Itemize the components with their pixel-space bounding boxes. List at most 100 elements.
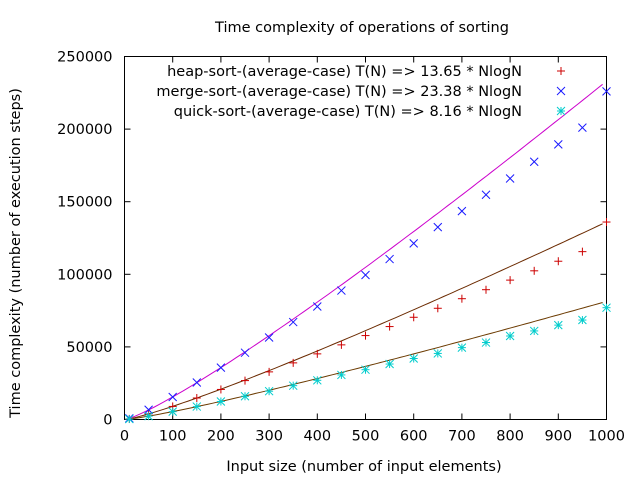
- marker-stroke: [481, 190, 491, 200]
- marker-stroke: [578, 123, 587, 133]
- data-point-series-2: [192, 402, 202, 411]
- fit-curve: [125, 302, 603, 420]
- data-point-series-2: [361, 365, 370, 375]
- y-tick-label: 200000: [57, 122, 112, 138]
- y-tick-label: 100000: [57, 267, 112, 283]
- data-point-series-2: [288, 381, 298, 391]
- data-point-series-1: [264, 333, 274, 342]
- data-point-series-1: [529, 157, 539, 167]
- data-point-series-2: [529, 326, 539, 336]
- x-tick-label: 400: [303, 429, 331, 445]
- data-point-series-1: [553, 139, 563, 149]
- marker-stroke: [505, 174, 515, 183]
- y-axis-title: Time complexity (number of execution ste…: [8, 88, 24, 419]
- marker-stroke: [337, 370, 346, 380]
- x-tick-label: 1000: [588, 429, 625, 445]
- marker-stroke: [602, 86, 611, 96]
- data-point-series-1: [361, 270, 370, 280]
- marker-stroke: [337, 286, 346, 295]
- data-point-series-1: [288, 317, 298, 327]
- marker-stroke: [578, 315, 587, 325]
- marker-stroke: [602, 303, 611, 313]
- fit-curves: [125, 83, 603, 420]
- y-tick-label: 250000: [57, 50, 112, 66]
- data-point-series-2: [553, 320, 563, 330]
- marker-stroke: [433, 222, 443, 232]
- y-tick-label: 150000: [57, 195, 112, 211]
- x-tick-label: 700: [448, 429, 476, 445]
- marker-stroke: [385, 359, 394, 369]
- marker-stroke: [556, 106, 566, 116]
- marker-stroke: [409, 239, 419, 248]
- data-point-series-1: [168, 392, 178, 402]
- marker-stroke: [553, 139, 563, 149]
- x-tick-label: 0: [120, 429, 129, 445]
- x-tick-label: 600: [400, 429, 428, 445]
- legend-marker: [556, 106, 566, 116]
- data-point-series-2: [505, 331, 515, 341]
- marker-stroke: [124, 414, 134, 424]
- marker-stroke: [192, 378, 202, 387]
- data-point-series-2: [433, 349, 443, 358]
- data-point-series-2: [240, 391, 250, 401]
- data-point-series-2: [602, 303, 611, 313]
- marker-stroke: [529, 326, 539, 336]
- data-point-series-2: [578, 315, 587, 325]
- data-point-series-1: [602, 86, 611, 96]
- marker-stroke: [168, 407, 178, 417]
- data-point-series-0: [530, 266, 539, 275]
- data-point-series-0: [602, 218, 611, 227]
- data-marks: [124, 86, 611, 424]
- data-point-series-0: [457, 294, 466, 303]
- axis-ticks: 0 100 200 300 400 500 600 700 800 900 1000 0 50000 10…: [57, 50, 625, 445]
- x-axis-title: Input size (number of input elements): [226, 459, 501, 475]
- marker-stroke: [361, 365, 370, 375]
- data-point-series-0: [409, 313, 418, 322]
- fit-curve: [125, 223, 603, 420]
- data-point-series-2: [457, 343, 467, 352]
- data-point-series-1: [144, 405, 153, 415]
- data-point-series-2: [144, 411, 153, 421]
- x-tick-label: 100: [159, 429, 187, 445]
- y-tick-label: 50000: [66, 340, 112, 356]
- data-point-series-0: [265, 367, 274, 376]
- data-point-series-0: [289, 358, 298, 367]
- data-point-series-1: [457, 206, 467, 216]
- data-point-series-2: [385, 359, 394, 369]
- marker-stroke: [216, 363, 226, 373]
- legend: heap-sort-(average-case) T(N) => 13.65 *…: [156, 64, 566, 120]
- data-point-series-0: [506, 276, 515, 285]
- fit-curve: [125, 83, 603, 420]
- data-point-series-1: [481, 190, 491, 200]
- legend-marker: [557, 67, 565, 75]
- marker-stroke: [216, 397, 226, 406]
- data-point-series-1: [312, 302, 322, 311]
- data-point-series-2: [216, 397, 226, 406]
- data-point-series-1: [385, 254, 394, 264]
- marker-stroke: [144, 405, 153, 415]
- data-point-series-0: [216, 385, 225, 394]
- data-point-series-0: [385, 322, 394, 331]
- data-point-series-0: [241, 376, 249, 385]
- marker-stroke: [556, 86, 566, 96]
- marker-stroke: [361, 270, 370, 280]
- marker-stroke: [505, 331, 515, 341]
- data-point-series-0: [482, 285, 490, 294]
- marker-stroke: [553, 320, 563, 330]
- chart-title: Time complexity of operations of sorting: [214, 20, 509, 36]
- marker-stroke: [264, 333, 274, 342]
- data-point-series-1: [505, 174, 515, 183]
- x-tick-label: 300: [255, 429, 283, 445]
- legend-label: merge-sort-(average-case) T(N) => 23.38 …: [156, 84, 522, 100]
- data-point-series-0: [554, 257, 563, 266]
- marker-stroke: [433, 349, 443, 358]
- data-point-series-1: [433, 222, 443, 232]
- data-point-series-2: [409, 354, 419, 363]
- marker-stroke: [192, 402, 202, 411]
- marker-stroke: [312, 375, 322, 385]
- data-point-series-1: [216, 363, 226, 373]
- data-point-series-2: [168, 407, 178, 417]
- x-tick-label: 500: [352, 429, 380, 445]
- data-point-series-0: [578, 247, 587, 256]
